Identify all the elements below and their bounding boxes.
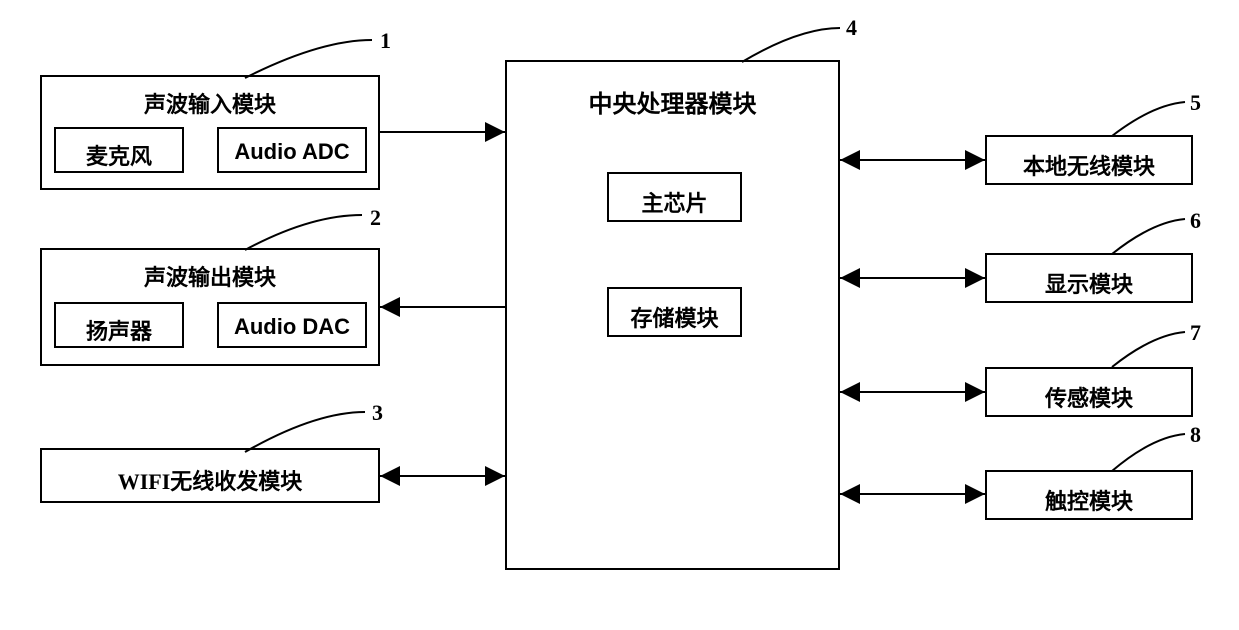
storage-sub: 存储模块 [607, 287, 742, 337]
audio-dac-label: Audio DAC [219, 314, 365, 340]
display-title: 显示模块 [987, 267, 1191, 299]
audio-adc-sub: Audio ADC [217, 127, 367, 173]
ref-num-4: 4 [846, 15, 857, 41]
sound-output-module: 声波输出模块 扬声器 Audio DAC [40, 248, 380, 366]
storage-label: 存储模块 [609, 301, 740, 333]
sensor-module: 传感模块 [985, 367, 1193, 417]
ref-num-8: 8 [1190, 422, 1201, 448]
touch-title: 触控模块 [987, 484, 1191, 516]
display-module: 显示模块 [985, 253, 1193, 303]
main-chip-sub: 主芯片 [607, 172, 742, 222]
cpu-title: 中央处理器模块 [507, 84, 838, 119]
microphone-sub: 麦克风 [54, 127, 184, 173]
touch-module: 触控模块 [985, 470, 1193, 520]
ref-num-6: 6 [1190, 208, 1201, 234]
sound-output-title: 声波输出模块 [42, 260, 378, 292]
sensor-title: 传感模块 [987, 381, 1191, 413]
wifi-module: WIFI无线收发模块 [40, 448, 380, 503]
sound-input-module: 声波输入模块 麦克风 Audio ADC [40, 75, 380, 190]
audio-adc-label: Audio ADC [219, 139, 365, 165]
microphone-label: 麦克风 [56, 139, 182, 171]
ref-num-2: 2 [370, 205, 381, 231]
audio-dac-sub: Audio DAC [217, 302, 367, 348]
sound-input-title: 声波输入模块 [42, 87, 378, 119]
ref-num-5: 5 [1190, 90, 1201, 116]
local-wireless-module: 本地无线模块 [985, 135, 1193, 185]
wifi-title: WIFI无线收发模块 [42, 464, 378, 496]
speaker-label: 扬声器 [56, 314, 182, 346]
ref-num-7: 7 [1190, 320, 1201, 346]
local-wireless-title: 本地无线模块 [987, 149, 1191, 181]
ref-num-3: 3 [372, 400, 383, 426]
main-chip-label: 主芯片 [609, 186, 740, 218]
cpu-module: 中央处理器模块 主芯片 存储模块 [505, 60, 840, 570]
ref-num-1: 1 [380, 28, 391, 54]
speaker-sub: 扬声器 [54, 302, 184, 348]
